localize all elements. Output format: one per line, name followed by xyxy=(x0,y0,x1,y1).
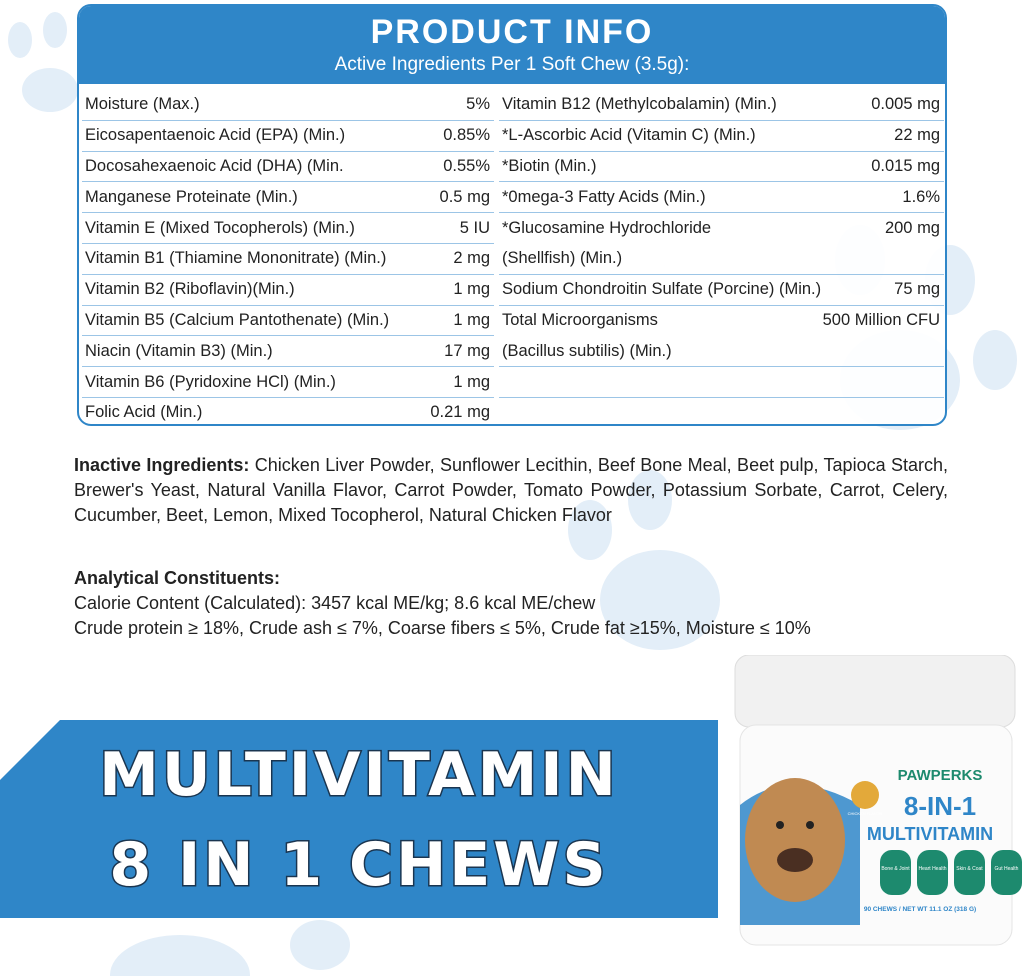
ingredient-amount: 75 mg xyxy=(894,280,940,299)
ingredient-name: Vitamin B12 (Methylcobalamin) (Min.) xyxy=(502,95,777,114)
paw-print-decoration xyxy=(568,470,720,650)
ingredient-name: Manganese Proteinate (Min.) xyxy=(85,187,298,206)
ingredient-name: *Biotin (Min.) xyxy=(502,156,597,175)
benefit-label: Gut Health xyxy=(995,866,1019,872)
ingredient-row: Total Microorganisms 500 Million CFU xyxy=(499,306,944,337)
jar-flavor-badge: CHICKEN FLAVOR xyxy=(848,811,883,816)
benefit-badge xyxy=(954,850,985,895)
paw-print-decoration xyxy=(8,12,78,112)
ingredient-amount: 5% xyxy=(466,95,490,114)
ingredient-amount: 0.015 mg xyxy=(871,156,940,175)
inactive-label: Inactive Ingredients: xyxy=(74,455,250,475)
product-info-panel: PRODUCT INFO Active Ingredients Per 1 So… xyxy=(77,4,947,426)
ingredient-name: Vitamin B5 (Calcium Pantothenate) (Min.) xyxy=(85,310,390,329)
calorie-line: Calorie Content (Calculated): 3457 kcal … xyxy=(74,593,596,613)
ingredient-name: (Bacillus subtilis) (Min.) xyxy=(502,341,672,360)
product-jar-image: PAWPERKS CHICKEN FLAVOR 8-IN-1 MULTIVITA… xyxy=(734,655,1022,946)
ingredient-row: Vitamin B12 (Methylcobalamin) (Min.) 0.00… xyxy=(499,90,944,121)
ingredient-amount: 0.55% xyxy=(443,156,490,175)
ingredient-name: *0mega-3 Fatty Acids (Min.) xyxy=(502,187,706,206)
ingredient-name: Vitamin B1 (Thiamine Mononitrate) (Min.) xyxy=(85,249,387,268)
ingredient-name: *Glucosamine Hydrochloride xyxy=(502,219,712,238)
ingredient-row: (Shellfish) (Min.) xyxy=(499,244,944,275)
ingredient-name: Vitamin B6 (Pyridoxine HCl) (Min.) xyxy=(85,372,336,391)
benefit-label: Bone & Joint xyxy=(881,866,910,872)
banner-line-1: MULTIVITAMIN xyxy=(98,739,619,812)
ingredient-name: Moisture (Max.) xyxy=(85,95,200,114)
ingredient-name: Sodium Chondroitin Sulfate (Porcine) (Mi… xyxy=(502,280,822,299)
jar-title-1: 8-IN-1 xyxy=(904,791,976,821)
banner-line-2: 8 IN 1 CHEWS xyxy=(108,829,609,902)
ingredient-row: Docosahexaenoic Acid (DHA) (Min. 0.55% xyxy=(82,152,494,183)
ingredient-name: Vitamin E (Mixed Tocopherols) (Min.) xyxy=(85,218,355,237)
benefit-badge xyxy=(917,850,948,895)
analytical-label: Analytical Constituents: xyxy=(74,568,281,588)
ingredient-name: Niacin (Vitamin B3) (Min.) xyxy=(85,341,273,360)
ingredient-amount: 1 mg xyxy=(453,280,490,299)
jar-title-2: MULTIVITAMIN xyxy=(867,824,993,844)
ingredient-amount: 2 mg xyxy=(453,249,490,268)
ingredient-amount: 500 Million CFU xyxy=(822,311,940,330)
panel-subtitle: Active Ingredients Per 1 Soft Chew (3.5g… xyxy=(334,54,690,75)
ingredient-amount: 200 mg xyxy=(884,219,940,238)
ingredient-row xyxy=(499,367,944,398)
inactive-text: Chicken Liver Powder, Sunflower Lecithin… xyxy=(74,455,948,525)
ingredients-right-column: Vitamin B12 (Methylcobalamin) (Min.) 0.00… xyxy=(499,90,944,398)
ingredient-name: Vitamin B2 (Riboflavin)(Min.) xyxy=(85,280,295,299)
ingredient-row: Vitamin B6 (Pyridoxine HCl) (Min.) 1 mg xyxy=(82,367,494,398)
ingredient-name: (Shellfish) (Min.) xyxy=(502,249,623,268)
ingredient-row: *Biotin (Min.) 0.015 mg xyxy=(499,152,944,183)
ingredient-amount: 0.21 mg xyxy=(430,403,490,422)
ingredients-left-column: Moisture (Max.) 5% Eicosapentaenoic Acid (… xyxy=(82,90,494,424)
ingredient-name: Folic Acid (Min.) xyxy=(85,403,203,422)
benefit-label: Skin & Coat xyxy=(956,866,983,872)
ingredient-name: Total Microorganisms xyxy=(502,311,658,330)
ingredient-row: Niacin (Vitamin B3) (Min.) 17 mg xyxy=(82,336,494,368)
ingredient-amount: 1 mg xyxy=(453,310,490,329)
constituents-line: Crude protein ≥ 18%, Crude ash ≤ 7%, Coa… xyxy=(74,618,811,638)
paw-print-decoration xyxy=(110,920,350,976)
ingredient-row: *0mega-3 Fatty Acids (Min.) 1.6% xyxy=(499,182,944,214)
ingredient-row: Vitamin B2 (Riboflavin)(Min.) 1 mg xyxy=(82,275,494,306)
panel-title: PRODUCT INFO xyxy=(370,13,654,51)
multivitamin-banner: MULTIVITAMIN 8 IN 1 CHEWS xyxy=(0,720,718,918)
ingredient-amount: 17 mg xyxy=(444,341,490,360)
ingredient-amount: 1 mg xyxy=(453,372,490,391)
ingredient-amount: 0.85% xyxy=(443,126,490,145)
analytical-constituents: Analytical Constituents: Calorie Content… xyxy=(74,566,954,641)
ingredient-amount: 0.005 mg xyxy=(871,95,940,114)
ingredient-row: Vitamin E (Mixed Tocopherols) (Min.) 5 IU xyxy=(82,213,494,244)
benefit-badge xyxy=(991,850,1022,895)
jar-brand: PAWPERKS xyxy=(898,767,983,784)
ingredient-row: Manganese Proteinate (Min.) 0.5 mg xyxy=(82,182,494,214)
ingredient-row: Vitamin B5 (Calcium Pantothenate) (Min.)… xyxy=(82,306,494,337)
ingredient-name: *L-Ascorbic Acid (Vitamin C) (Min.) xyxy=(502,126,756,145)
benefit-label: Heart Health xyxy=(918,866,946,872)
ingredient-amount: 1.6% xyxy=(902,187,940,206)
ingredient-row: Vitamin B1 (Thiamine Mononitrate) (Min.)… xyxy=(82,244,494,275)
ingredient-amount: 22 mg xyxy=(894,126,940,145)
ingredient-row: *Glucosamine Hydrochloride 200 mg xyxy=(499,213,944,244)
benefit-badge xyxy=(880,850,911,895)
jar-net-weight: 90 CHEWS / NET WT 11.1 OZ (318 G) xyxy=(864,906,976,913)
ingredient-row: *L-Ascorbic Acid (Vitamin C) (Min.) 22 mg xyxy=(499,121,944,152)
ingredient-row: Sodium Chondroitin Sulfate (Porcine) (Mi… xyxy=(499,275,944,306)
ingredient-amount: 0.5 mg xyxy=(439,187,490,206)
inactive-ingredients: Inactive Ingredients: Chicken Liver Powd… xyxy=(74,453,948,528)
ingredient-amount: 5 IU xyxy=(459,218,490,237)
ingredient-name: Docosahexaenoic Acid (DHA) (Min. xyxy=(85,156,344,175)
panel-header: PRODUCT INFO Active Ingredients Per 1 So… xyxy=(79,6,945,84)
ingredient-row: Folic Acid (Min.) 0.21 mg xyxy=(82,398,494,424)
ingredient-row: Eicosapentaenoic Acid (EPA) (Min.) 0.85% xyxy=(82,121,494,152)
ingredient-row: Moisture (Max.) 5% xyxy=(82,90,494,121)
ingredient-name: Eicosapentaenoic Acid (EPA) (Min.) xyxy=(85,126,346,145)
ingredient-row: (Bacillus subtilis) (Min.) xyxy=(499,336,944,368)
